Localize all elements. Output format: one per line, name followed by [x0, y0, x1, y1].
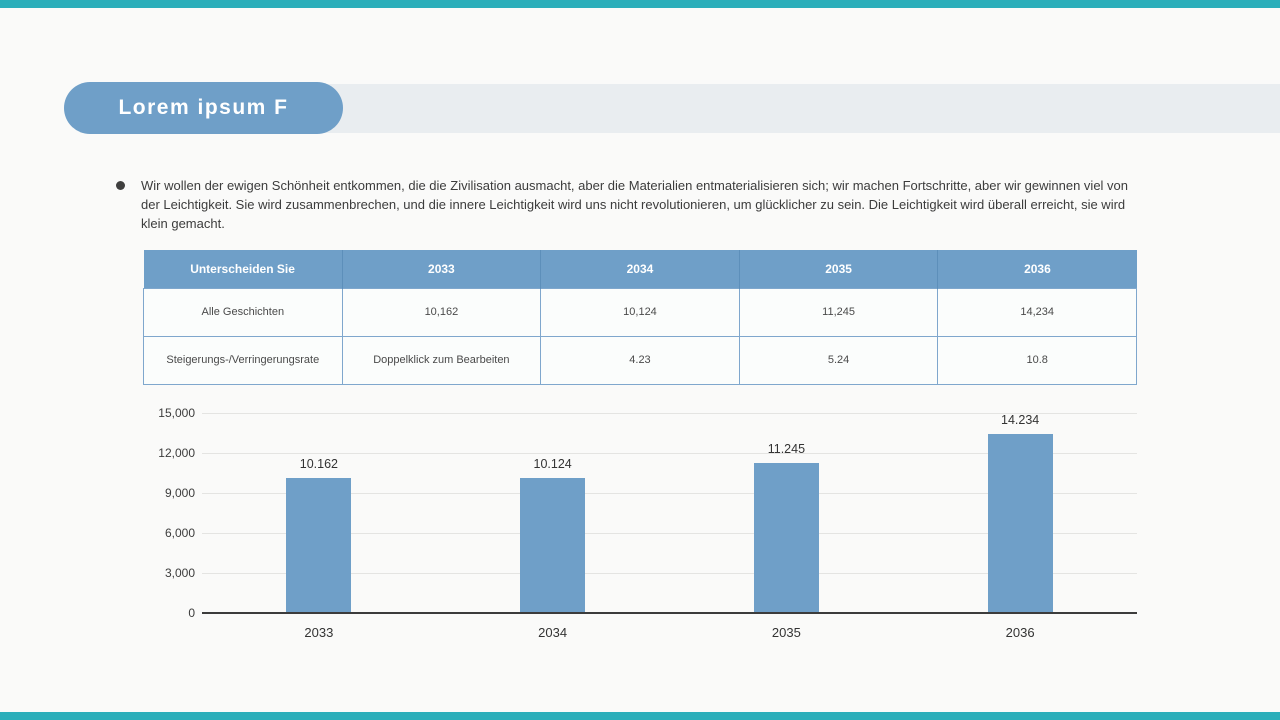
bullet-paragraph: Wir wollen der ewigen Schönheit entkomme… [116, 176, 1150, 233]
top-accent-strip [0, 0, 1280, 8]
table-header-cell: 2034 [540, 250, 740, 288]
gridline [202, 453, 1137, 454]
table-cell[interactable]: 4.23 [540, 335, 740, 385]
bar-group: 14.234 [903, 413, 1137, 613]
x-tick-label: 2033 [304, 625, 334, 640]
x-axis-line [202, 612, 1137, 614]
gridline [202, 533, 1137, 534]
x-tick-label: 2034 [538, 625, 568, 640]
chart-plot-area: 10.162 10.124 11.245 14.234 [202, 413, 1137, 614]
table-cell[interactable]: 10,124 [540, 287, 740, 337]
data-table: Unterscheiden Sie 2033 2034 2035 2036 Al… [143, 250, 1137, 385]
gridline [202, 413, 1137, 414]
bar [520, 478, 586, 613]
y-tick-label: 3,000 [164, 566, 195, 580]
table-cell[interactable]: 5.24 [738, 335, 939, 385]
bar-group: 10.124 [436, 413, 670, 613]
page-title: Lorem ipsum F [118, 96, 289, 119]
table-cell[interactable]: 11,245 [738, 287, 939, 337]
bar-value-label: 14.234 [1001, 413, 1040, 427]
gridline [202, 493, 1137, 494]
table-header-cell: 2035 [739, 250, 939, 288]
y-tick-label: 6,000 [164, 526, 195, 540]
bar-value-label: 11.245 [767, 442, 806, 457]
x-axis: 2033 2034 2035 2036 [202, 625, 1137, 640]
bullet-icon [116, 181, 125, 190]
bar [987, 434, 1053, 613]
bar [286, 477, 352, 613]
y-tick-label: 9,000 [164, 486, 195, 500]
table-cell[interactable]: Doppelklick zum Bearbeiten [341, 335, 542, 385]
y-axis: 15,000 12,000 9,000 6,000 3,000 0 [143, 406, 195, 620]
bullet-text: Wir wollen der ewigen Schönheit entkomme… [141, 178, 1129, 231]
bar-chart: 15,000 12,000 9,000 6,000 3,000 0 10.162… [143, 403, 1137, 648]
table-header-row: Unterscheiden Sie 2033 2034 2035 2036 [143, 250, 1137, 288]
bar-value-label: 10.162 [299, 456, 338, 471]
bottom-accent-strip [0, 712, 1280, 720]
title-pill: Lorem ipsum F [64, 82, 343, 134]
table-cell[interactable]: 10,162 [341, 287, 542, 337]
table-cell[interactable]: Steigerungs-/Verringerungsrate [143, 335, 343, 385]
bar [753, 463, 819, 613]
gridline [202, 573, 1137, 574]
table-header-cell: Unterscheiden Sie [143, 250, 343, 288]
bar-series: 10.162 10.124 11.245 14.234 [202, 413, 1137, 613]
x-tick-label: 2036 [1005, 625, 1035, 640]
table-row: Alle Geschichten 10,162 10,124 11,245 14… [143, 287, 1137, 337]
y-tick-label: 15,000 [158, 406, 195, 420]
x-tick-label: 2035 [771, 625, 801, 640]
bar-group: 11.245 [670, 413, 904, 613]
table-header-cell: 2036 [937, 250, 1137, 288]
y-tick-label: 12,000 [158, 446, 195, 460]
table-row: Steigerungs-/Verringerungsrate Doppelkli… [143, 335, 1137, 385]
table-header-cell: 2033 [342, 250, 542, 288]
y-tick-label: 0 [188, 606, 195, 620]
table-cell[interactable]: 10.8 [937, 335, 1137, 385]
table-cell[interactable]: Alle Geschichten [143, 287, 343, 337]
bar-value-label: 10.124 [533, 457, 572, 472]
table-cell[interactable]: 14,234 [937, 287, 1137, 337]
bar-group: 10.162 [202, 413, 436, 613]
